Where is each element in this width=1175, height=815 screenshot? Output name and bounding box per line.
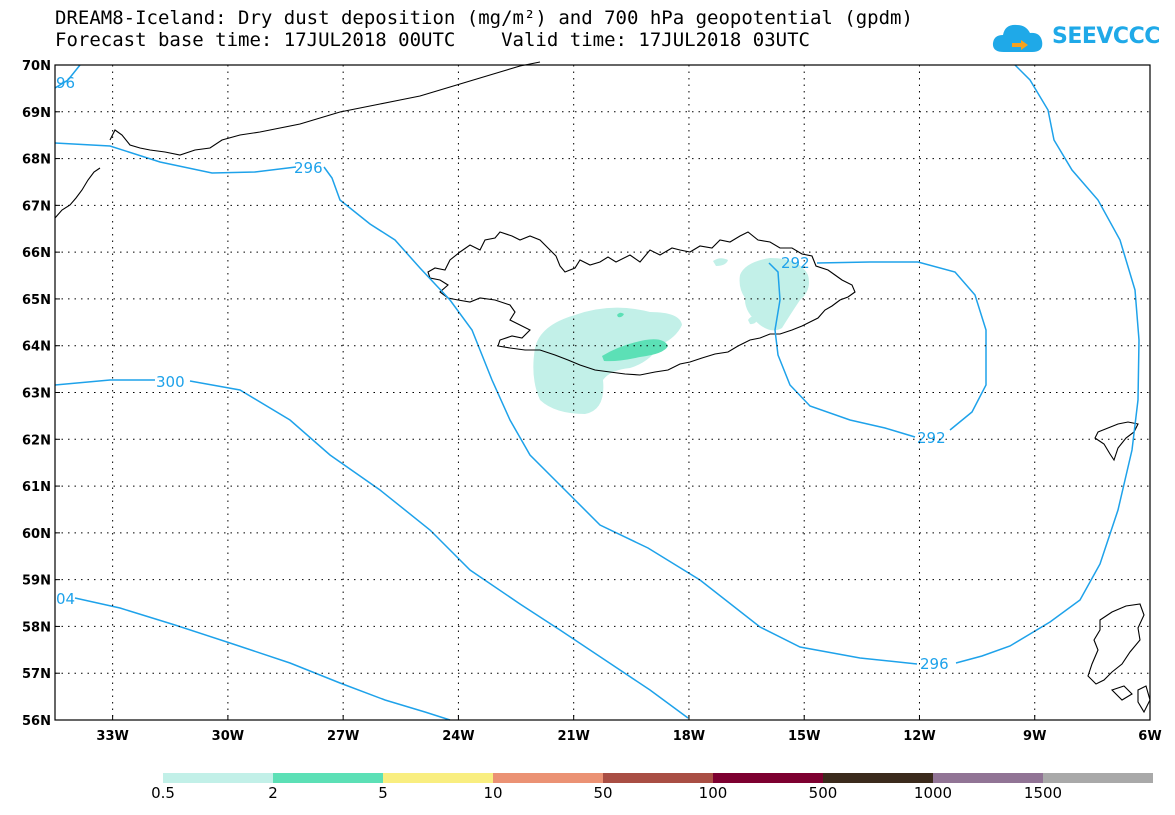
lat-tick-label: 69N: [22, 106, 51, 121]
lon-tick-label: 18W: [673, 729, 705, 744]
seevccc-logo-cloud-icon: [992, 24, 1043, 52]
lon-tick-label: 24W: [442, 729, 474, 744]
lat-tick-label: 56N: [22, 714, 51, 729]
lon-tick-label: 6W: [1138, 729, 1161, 744]
lon-tick-label: 12W: [903, 729, 935, 744]
lat-tick-label: 60N: [22, 527, 51, 542]
legend-color-box: [933, 773, 1043, 783]
lat-tick-label: 64N: [22, 340, 51, 355]
coastlines: [54, 61, 1151, 714]
lon-tick-label: 27W: [327, 729, 359, 744]
legend-color-box: [163, 773, 273, 783]
lat-tick-label: 67N: [22, 199, 51, 214]
lat-tick-label: 65N: [22, 293, 51, 308]
map-title-line-2: Forecast base time: 17JUL2018 00UTC Vali…: [55, 29, 810, 51]
lat-tick-label: 59N: [22, 574, 51, 589]
legend-color-box: [713, 773, 823, 783]
lon-tick-label: 15W: [788, 729, 820, 744]
lat-tick-label: 58N: [22, 620, 51, 635]
lat-tick-label: 68N: [22, 153, 51, 168]
lon-tick-label: 33W: [96, 729, 128, 744]
contour-label: 292: [781, 254, 810, 272]
contour-label: 04: [56, 590, 75, 608]
lat-tick-label: 70N: [22, 59, 51, 74]
legend-label: 0.5: [151, 784, 175, 802]
legend-label: 100: [698, 784, 728, 802]
lon-tick-label: 9W: [1023, 729, 1046, 744]
contour-label: 96: [56, 74, 75, 92]
legend-color-box: [493, 773, 603, 783]
lat-tick-label: 66N: [22, 246, 51, 261]
seevccc-logo-text: SEEVCCC: [1052, 24, 1160, 49]
contour-label: 296: [294, 159, 323, 177]
dust-deposition-shading: [533, 258, 809, 414]
legend-label: 50: [593, 784, 613, 802]
legend-color-box: [823, 773, 933, 783]
contour-labels: 96 296 292 292 300 296 04: [56, 74, 949, 673]
legend-color-box: [603, 773, 713, 783]
latitude-labels: 70N 69N 68N 67N 66N 65N 64N 63N 62N 61N 60N 59N 58N 5…: [22, 59, 60, 729]
legend-label: 10: [483, 784, 503, 802]
legend-color-box: [273, 773, 383, 783]
lat-tick-label: 57N: [22, 667, 51, 682]
lat-tick-label: 62N: [22, 433, 51, 448]
map-title-line-1: DREAM8-Iceland: Dry dust deposition (mg/…: [55, 7, 913, 29]
legend-label: 1000: [913, 784, 953, 802]
contour-label: 292: [917, 429, 946, 447]
contour-label: 300: [156, 373, 185, 391]
contour-label: 296: [920, 655, 949, 673]
legend-label: 500: [808, 784, 838, 802]
legend-color-box: [1043, 773, 1153, 783]
lat-tick-label: 63N: [22, 387, 51, 402]
legend-label: 5: [378, 784, 388, 802]
color-legend: [163, 773, 1153, 783]
longitude-labels: 33W 30W 27W 24W 21W 18W 15W 12W 9W 6W: [96, 715, 1162, 744]
legend-label: 1500: [1023, 784, 1063, 802]
legend-label: 2: [268, 784, 278, 802]
legend-color-box: [383, 773, 493, 783]
geopotential-contours: [54, 64, 1140, 721]
lat-tick-label: 61N: [22, 480, 51, 495]
lon-tick-label: 30W: [212, 729, 244, 744]
lon-tick-label: 21W: [557, 729, 589, 744]
graticule: [55, 65, 1150, 720]
